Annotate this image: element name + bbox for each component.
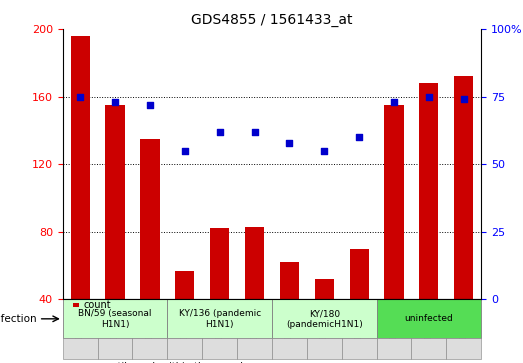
Bar	[245, 227, 264, 299]
Bar	[140, 139, 160, 299]
Bar	[419, 83, 438, 299]
Point	[215, 129, 224, 135]
Title: GDS4855 / 1561433_at: GDS4855 / 1561433_at	[191, 13, 353, 26]
Bar	[175, 270, 195, 299]
Point	[180, 148, 189, 154]
Bar	[167, 338, 202, 359]
Text: percentile rank within the sample: percentile rank within the sample	[84, 362, 248, 363]
Bar	[377, 338, 412, 359]
Point	[320, 148, 328, 154]
Bar	[412, 338, 446, 359]
Text: KY/136 (pandemic
H1N1): KY/136 (pandemic H1N1)	[178, 309, 261, 329]
Bar	[63, 338, 98, 359]
Bar	[106, 105, 124, 299]
Point	[390, 99, 398, 105]
Bar	[377, 299, 481, 338]
Bar	[315, 279, 334, 299]
Bar	[307, 338, 342, 359]
Bar	[342, 338, 377, 359]
Bar	[384, 105, 404, 299]
Text: infection: infection	[0, 314, 37, 324]
Bar	[202, 338, 237, 359]
Bar	[132, 338, 167, 359]
Point	[355, 134, 363, 140]
Point	[425, 94, 433, 99]
Text: KY/180
(pandemicH1N1): KY/180 (pandemicH1N1)	[286, 309, 362, 329]
Bar	[280, 262, 299, 299]
Bar	[98, 338, 132, 359]
Text: BN/59 (seasonal
H1N1): BN/59 (seasonal H1N1)	[78, 309, 152, 329]
Bar	[71, 36, 90, 299]
Point	[251, 129, 259, 135]
Bar	[73, 303, 79, 307]
Text: uninfected: uninfected	[404, 314, 453, 323]
Point	[76, 94, 84, 99]
Bar	[454, 76, 473, 299]
Point	[111, 99, 119, 105]
Point	[146, 102, 154, 107]
Bar	[272, 299, 377, 338]
Point	[285, 140, 293, 146]
Point	[460, 97, 468, 102]
Bar	[167, 299, 272, 338]
Bar	[63, 299, 167, 338]
Bar	[446, 338, 481, 359]
Bar	[210, 228, 229, 299]
Bar	[349, 249, 369, 299]
Bar	[272, 338, 307, 359]
Bar	[237, 338, 272, 359]
Text: count: count	[84, 300, 111, 310]
